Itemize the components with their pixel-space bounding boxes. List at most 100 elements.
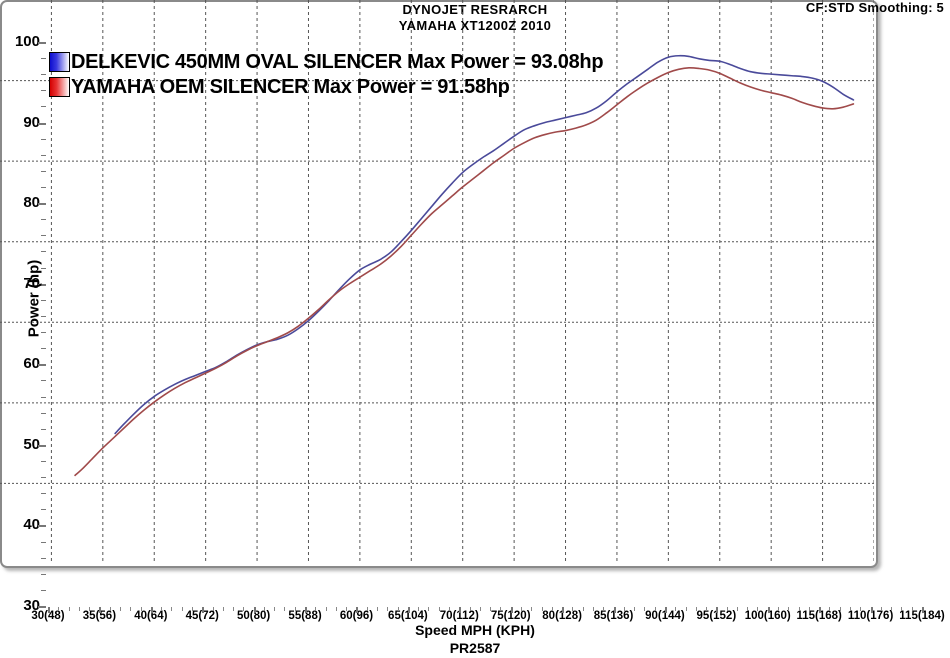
x-tick-minor: [284, 607, 286, 611]
y-tick-minor: [41, 493, 46, 495]
x-tick-major-85: [613, 607, 616, 613]
x-tick-minor: [695, 607, 697, 611]
x-tick-minor: [850, 607, 852, 611]
x-tick-major-115: [922, 607, 924, 613]
y-tick-minor: [41, 74, 46, 76]
y-tick-major-100: [38, 42, 46, 44]
y-tick-minor: [41, 187, 46, 189]
x-tick-minor: [500, 607, 502, 611]
x-tick-minor: [387, 607, 389, 611]
series-line-0: [114, 54, 855, 435]
x-tick-minor: [520, 607, 522, 611]
y-tick-minor: [41, 541, 46, 543]
x-tick-minor: [335, 607, 337, 611]
x-tick-major-80: [562, 607, 565, 613]
x-tick-label-15: 115(168): [796, 610, 842, 622]
major-gridlines-x: [50, 0, 874, 564]
x-tick-minor: [808, 607, 810, 611]
x-tick-major-40: [150, 607, 153, 613]
legend-swatch-blue-icon: [49, 52, 70, 72]
x-tick-minor: [911, 607, 913, 611]
x-tick-label-11: 85(136): [593, 610, 634, 622]
x-tick-minor: [130, 607, 132, 611]
x-tick-minor: [171, 607, 173, 611]
x-tick-label-14: 100(160): [744, 610, 791, 622]
chart-title-line2: YAMAHA XT1200Z 2010: [398, 18, 552, 33]
x-tick-minor: [572, 607, 574, 611]
x-tick-major-55: [305, 607, 308, 613]
x-tick-minor: [438, 607, 440, 611]
legend-label-1: YAMAHA OEM SILENCER Max Power = 91.58hp: [71, 76, 510, 98]
y-tick-minor: [41, 412, 46, 414]
y-tick-major-90: [38, 122, 46, 125]
x-tick-minor: [377, 607, 379, 611]
y-tick-minor: [41, 332, 46, 334]
plot-id-label: PR2587: [449, 640, 501, 656]
y-tick-label-80: 80: [23, 194, 40, 212]
x-tick-major-65: [407, 607, 410, 613]
x-tick-label-4: 50(80): [237, 610, 271, 622]
x-tick-label-6: 60(96): [339, 610, 374, 622]
x-tick-minor: [839, 607, 841, 611]
x-tick-minor: [644, 607, 646, 611]
y-tick-minor: [41, 589, 46, 591]
y-tick-minor: [41, 267, 46, 269]
y-tick-major-60: [38, 364, 46, 367]
x-tick-minor: [654, 607, 656, 611]
x-tick-label-3: 45(72): [185, 610, 219, 622]
x-tick-major-70: [459, 607, 462, 613]
y-tick-minor: [41, 509, 46, 511]
y-tick-minor: [41, 557, 46, 559]
x-tick-label-1: 35(56): [82, 610, 117, 622]
y-tick-minor: [41, 396, 46, 398]
x-tick-minor: [294, 607, 296, 611]
x-tick-minor: [531, 607, 533, 611]
y-tick-label-60: 60: [23, 355, 40, 373]
y-tick-minor: [41, 477, 46, 479]
y-tick-minor: [41, 106, 46, 108]
x-tick-label-12: 90(144): [645, 610, 685, 622]
y-tick-major-30: [38, 606, 46, 608]
x-tick-minor: [757, 607, 759, 611]
x-tick-minor: [58, 607, 60, 611]
x-tick-minor: [891, 607, 893, 611]
x-tick-minor: [880, 607, 882, 611]
x-tick-minor: [181, 607, 183, 611]
x-tick-minor: [551, 607, 553, 611]
x-tick-minor: [469, 607, 471, 611]
x-tick-minor: [68, 607, 70, 611]
chart-title-block: DYNOJET RESRARCH YAMAHA XT1200Z 2010: [0, 2, 950, 34]
x-tick-label-13: 95(152): [696, 610, 737, 622]
y-tick-minor: [41, 90, 46, 92]
y-tick-minor: [41, 251, 46, 253]
x-tick-major-75: [510, 607, 513, 613]
y-tick-label-100: 100: [14, 33, 40, 50]
x-tick-minor: [675, 607, 677, 611]
chart-title-line1: DYNOJET RESRARCH: [402, 2, 548, 17]
x-tick-label-9: 75(120): [490, 610, 531, 622]
x-tick-minor: [346, 607, 348, 611]
x-tick-major-45: [202, 607, 205, 613]
y-axis-title: Power (hp): [25, 259, 43, 338]
series-line-1: [74, 67, 855, 477]
y-tick-minor: [41, 235, 46, 237]
plot-area: [0, 0, 878, 568]
x-tick-label-17: 115(184): [899, 610, 945, 622]
y-tick-minor: [41, 315, 46, 317]
x-tick-minor: [901, 607, 903, 611]
x-tick-minor: [233, 607, 235, 611]
x-tick-minor: [798, 607, 800, 611]
x-tick-minor: [109, 607, 111, 611]
y-tick-minor: [41, 138, 46, 140]
x-tick-major-30: [48, 607, 50, 613]
y-tick-minor: [41, 170, 46, 172]
x-tick-major-110: [870, 607, 873, 613]
x-tick-major-50: [253, 607, 256, 613]
x-tick-minor: [315, 607, 317, 611]
y-tick-minor: [41, 154, 46, 156]
plot-svg: [0, 0, 874, 564]
x-tick-minor: [541, 607, 543, 611]
x-tick-minor: [325, 607, 327, 611]
x-tick-major-35: [99, 607, 102, 613]
